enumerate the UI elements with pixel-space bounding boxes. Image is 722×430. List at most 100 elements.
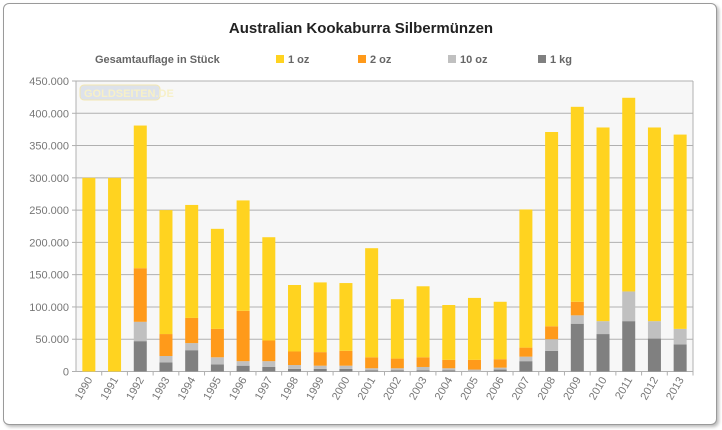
- bar-segment-1oz: [210, 228, 224, 329]
- x-tick-label: 2011: [613, 375, 635, 401]
- bar-segment-10oz: [596, 321, 610, 335]
- bar-segment-10oz: [467, 369, 481, 372]
- y-tick-label: 50.000: [35, 334, 69, 346]
- bar-segment-1kg: [647, 338, 661, 372]
- bar-segment-1kg: [570, 323, 584, 372]
- bar-segment-10oz: [133, 321, 147, 342]
- x-tick-label: 2008: [536, 375, 559, 402]
- bar-segment-10oz: [519, 356, 533, 362]
- bar-segment-1kg: [622, 321, 636, 372]
- x-tick-label: 2010: [587, 375, 610, 402]
- bar-segment-1oz: [673, 134, 687, 329]
- bar-segment-1oz: [108, 177, 122, 372]
- x-tick-label: 1999: [304, 375, 327, 402]
- chart-title: Australian Kookaburra Silbermünzen: [228, 20, 494, 37]
- bar-segment-10oz: [262, 361, 276, 367]
- bar-segment-2oz: [133, 268, 147, 322]
- y-tick-label: 400.000: [29, 108, 69, 120]
- bar-segment-2oz: [416, 357, 430, 367]
- bar-segment-1kg: [262, 366, 276, 372]
- bar-segment-1oz: [647, 127, 661, 322]
- bar-segment-2oz: [262, 340, 276, 362]
- x-tick-label: 1990: [73, 375, 96, 402]
- bar-segment-10oz: [365, 368, 379, 371]
- bar-segment-1kg: [493, 369, 507, 372]
- bar-segment-1kg: [416, 370, 430, 372]
- bar-segment-1oz: [365, 248, 379, 358]
- legend-label: 1 oz: [288, 54, 310, 66]
- bar-segment-1kg: [442, 370, 456, 372]
- legend-swatch: [448, 55, 456, 63]
- bar-segment-1oz: [416, 286, 430, 358]
- bar-segment-10oz: [339, 365, 353, 369]
- x-tick-label: 2013: [664, 375, 687, 402]
- x-tick-label: 1991: [99, 375, 122, 402]
- bar-segment-1kg: [339, 368, 353, 372]
- legend-label: 1 kg: [550, 54, 572, 66]
- bar-segment-1oz: [596, 127, 610, 322]
- legend-title: Gesamtauflage in Stück: [95, 54, 221, 66]
- x-tick-label: 2007: [510, 375, 533, 402]
- bar-segment-2oz: [493, 359, 507, 368]
- x-tick-label: 1993: [150, 375, 173, 402]
- watermark-badge: [79, 84, 161, 101]
- x-tick-label: 2009: [561, 375, 584, 402]
- bar-segment-2oz: [390, 358, 404, 369]
- bar-segment-10oz: [185, 343, 199, 351]
- legend-swatch: [538, 55, 546, 63]
- bar-segment-10oz: [647, 321, 661, 339]
- bar-segment-2oz: [570, 301, 584, 316]
- bar-segment-1oz: [313, 282, 327, 353]
- bar-segment-10oz: [159, 356, 173, 363]
- bar-segment-1kg: [210, 364, 224, 372]
- x-tick-label: 2002: [381, 375, 404, 402]
- x-tick-label: 2004: [433, 375, 456, 402]
- bar-segment-1oz: [390, 299, 404, 359]
- x-tick-label: 1995: [201, 375, 224, 402]
- bar-segment-1oz: [339, 283, 353, 351]
- bar-segment-1oz: [262, 237, 276, 341]
- y-tick-label: 0: [63, 367, 69, 379]
- bar-segment-1kg: [365, 370, 379, 372]
- bar-segment-10oz: [442, 368, 456, 371]
- bar-segment-2oz: [365, 357, 379, 369]
- bar-segment-1oz: [288, 284, 302, 352]
- bar-segment-1oz: [467, 297, 481, 360]
- bar-segment-1oz: [133, 125, 147, 269]
- bar-segment-1kg: [159, 362, 173, 372]
- legend-swatch: [276, 55, 284, 63]
- bar-segment-2oz: [159, 334, 173, 357]
- x-tick-label: 2001: [356, 375, 379, 402]
- bar-segment-1oz: [442, 305, 456, 360]
- bar-segment-1kg: [236, 365, 250, 372]
- bar-segment-10oz: [236, 361, 250, 366]
- x-tick-label: 1997: [253, 375, 276, 402]
- legend-label: 2 oz: [370, 54, 392, 66]
- bar-segment-2oz: [313, 352, 327, 366]
- bar-segment-10oz: [210, 357, 224, 365]
- bar-segment-1kg: [545, 350, 559, 372]
- x-tick-label: 1996: [227, 375, 250, 402]
- legend-swatch: [358, 55, 366, 63]
- y-tick-label: 200.000: [29, 237, 69, 249]
- bar-segment-1kg: [133, 341, 147, 372]
- bar-segment-2oz: [339, 350, 353, 366]
- bar-segment-2oz: [519, 347, 533, 357]
- y-tick-label: 250.000: [29, 205, 69, 217]
- watermark-text: GOLDSEITEN.DE: [84, 88, 174, 100]
- bar-segment-1kg: [390, 370, 404, 372]
- x-tick-label: 2006: [484, 375, 507, 402]
- bar-segment-10oz: [313, 365, 327, 369]
- x-tick-label: 1998: [278, 375, 301, 402]
- x-tick-label: 2012: [638, 375, 661, 402]
- x-tick-label: 1994: [176, 375, 199, 402]
- bar-segment-1kg: [288, 368, 302, 372]
- y-tick-label: 450.000: [29, 76, 69, 88]
- bar-segment-2oz: [210, 328, 224, 358]
- bar-segment-1oz: [236, 200, 250, 311]
- y-tick-label: 350.000: [29, 141, 69, 153]
- bar-segment-2oz: [236, 310, 250, 362]
- x-tick-label: 2005: [458, 375, 481, 402]
- y-tick-label: 300.000: [29, 173, 69, 185]
